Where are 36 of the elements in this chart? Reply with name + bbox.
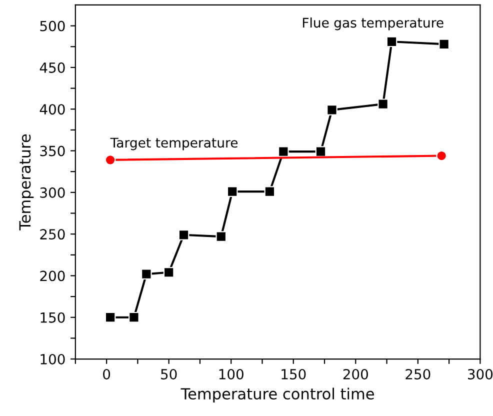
y-tick-label: 200 [40,270,65,282]
y-tick-label: 150 [40,312,65,323]
point [378,98,388,110]
y-tick-label: 450 [40,62,65,73]
y-axis-title: Temperature [19,134,34,230]
y-tick-label: 250 [40,229,65,240]
x-tick-label: 100 [219,368,244,380]
point [436,150,447,162]
y-tick-label: 100 [40,354,65,364]
point [315,146,326,158]
point [278,146,289,158]
series-label: Target temperature [110,138,238,150]
point [216,231,227,242]
y-tick-label: 300 [40,187,65,198]
point [326,104,338,116]
point [104,312,116,323]
x-tick-label: 250 [406,368,430,380]
x-tick-label: 300 [468,368,493,380]
point [163,266,174,278]
x-tick-label: 50 [161,368,177,380]
x-tick-label: 150 [282,368,306,380]
x-tick-label: 200 [343,368,368,380]
point [226,186,238,197]
point [128,312,140,323]
point [264,186,276,197]
x-tick-label: 0 [103,368,110,380]
y-tick-label: 500 [40,20,65,32]
point [178,229,190,240]
point [104,154,116,166]
point [386,36,398,48]
point [438,38,450,50]
x-axis-title: Temperature control time [180,388,374,403]
y-tick-label: 350 [40,146,65,156]
series-label: Flue gas temperature [302,17,444,30]
y-tick-label: 400 [40,104,65,115]
point [141,268,152,280]
